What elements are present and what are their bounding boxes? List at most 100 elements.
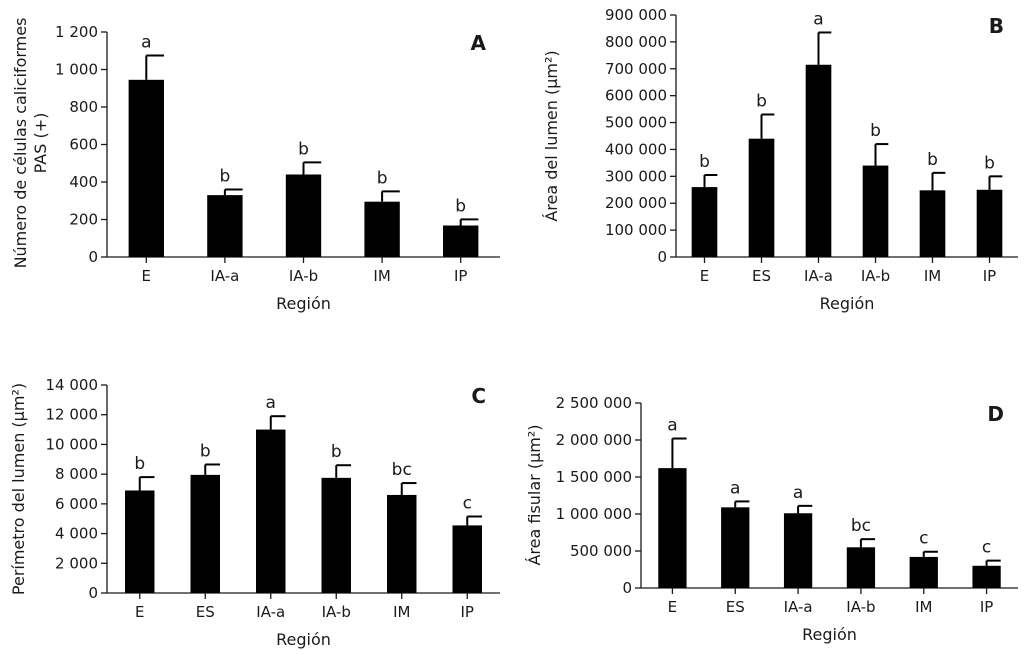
panel-d-significance-letter: a bbox=[793, 483, 803, 503]
panel-c-bar bbox=[452, 525, 482, 593]
panel-b-ytick-label: 400 000 bbox=[605, 140, 667, 158]
panel-b-xtick-label: IM bbox=[924, 267, 941, 285]
panel-a-ytick-label: 800 bbox=[69, 98, 98, 116]
panel-b-xtick-label: ES bbox=[752, 267, 771, 285]
panel-a-xtick-label: E bbox=[142, 267, 151, 285]
panel-a-y-axis-label: PAS (+) bbox=[31, 113, 50, 174]
panel-b-bar bbox=[691, 187, 718, 257]
panel-d-significance-letter: a bbox=[667, 416, 677, 436]
panel-c-bar bbox=[387, 494, 417, 593]
panel-a-bar bbox=[364, 201, 400, 257]
panel-a-bar bbox=[285, 174, 322, 257]
panel-b-significance-letter: b bbox=[699, 152, 710, 172]
panel-a-xtick-label: IM bbox=[373, 267, 390, 285]
panel-b: 0 100 000 200 000 300 000 400 000 500 000 600 … bbox=[542, 6, 1018, 313]
panel-a-significance-letter: b bbox=[455, 196, 466, 216]
panel-c-xtick-label: IM bbox=[393, 603, 410, 621]
panel-b-xtick-label: IA-b bbox=[861, 267, 890, 285]
panel-c-ytick-label: 2 000 bbox=[55, 554, 98, 572]
panel-b-y-axis-label: Área del lumen (µm²) bbox=[542, 50, 561, 221]
panel-c-ytick-label: 6 000 bbox=[55, 495, 98, 513]
panel-b-significance-letter: b bbox=[756, 91, 767, 111]
panel-d-ytick-label: 0 bbox=[622, 579, 632, 597]
panel-d-significance-letter: bc bbox=[851, 516, 871, 536]
panel-d-bar bbox=[972, 565, 1001, 588]
panel-a-xtick-label: IA-b bbox=[289, 267, 318, 285]
panel-d-bar bbox=[909, 556, 938, 588]
panel-b-ytick-label: 600 000 bbox=[605, 87, 667, 105]
panel-d-xtick-label: IP bbox=[980, 598, 993, 616]
panel-d: 0 500 000 1 000 000 1 500 000 2 000 000 2 500… bbox=[525, 394, 1018, 644]
panel-a-ytick-label: 0 bbox=[88, 248, 98, 266]
panel-b-ytick-label: 800 000 bbox=[605, 33, 667, 51]
panel-b-bar bbox=[805, 64, 832, 257]
panel-c-xtick-label: IP bbox=[461, 603, 474, 621]
panel-d-bar bbox=[721, 507, 750, 588]
panel-b-x-axis-label: Región bbox=[820, 294, 875, 313]
panel-b-xtick-label: E bbox=[700, 267, 709, 285]
panel-c-bar bbox=[256, 429, 286, 593]
panel-a-bar bbox=[207, 195, 243, 257]
panel-a-xtick-label: IA-a bbox=[210, 267, 239, 285]
panel-a-y-axis-label: Número de células caliciformes bbox=[11, 18, 30, 269]
panel-c-ytick-label: 8 000 bbox=[55, 465, 98, 483]
panel-a-ytick-label: 400 bbox=[69, 173, 98, 191]
panel-a-ytick-label: 600 bbox=[69, 136, 98, 154]
panel-d-xtick-label: IA-a bbox=[784, 598, 813, 616]
panel-a-letter: A bbox=[471, 31, 487, 55]
panel-b-significance-letter: b bbox=[870, 121, 881, 141]
panel-a-ytick-label: 1 200 bbox=[55, 23, 98, 41]
panel-b-significance-letter: b bbox=[927, 150, 938, 170]
panel-c-significance-letter: b bbox=[331, 442, 342, 462]
panel-b-ytick-label: 0 bbox=[657, 248, 667, 266]
panel-c-x-axis-label: Región bbox=[276, 630, 331, 649]
panel-c-xtick-label: E bbox=[135, 603, 144, 621]
panel-a-bar bbox=[128, 79, 164, 257]
panel-c-bar bbox=[190, 474, 220, 593]
panel-a-x-axis-label: Región bbox=[276, 294, 331, 313]
panel-b-ytick-label: 500 000 bbox=[605, 114, 667, 132]
panel-b-ytick-label: 700 000 bbox=[605, 60, 667, 78]
panel-d-bar bbox=[846, 547, 876, 588]
panel-b-ytick-label: 300 000 bbox=[605, 167, 667, 185]
panel-a-significance-letter: b bbox=[298, 139, 309, 159]
panel-a-significance-letter: b bbox=[377, 168, 388, 188]
panel-d-significance-letter: a bbox=[730, 478, 740, 498]
panel-b-bar bbox=[919, 190, 946, 257]
panel-c-ytick-label: 14 000 bbox=[46, 376, 99, 394]
panel-d-bar bbox=[783, 513, 813, 588]
panel-c-y-axis-label: Perímetro del lumen (µm²) bbox=[9, 383, 28, 595]
panel-a-ytick-label: 1 000 bbox=[55, 61, 98, 79]
panel-b-bar bbox=[748, 138, 775, 257]
panel-c-bar bbox=[321, 477, 351, 593]
panel-d-x-axis-label: Región bbox=[802, 625, 857, 644]
panel-c-letter: C bbox=[471, 384, 486, 408]
panel-d-ytick-label: 2 500 000 bbox=[556, 394, 632, 412]
panel-b-ytick-label: 900 000 bbox=[605, 6, 667, 24]
panel-b-significance-letter: b bbox=[984, 153, 995, 173]
panel-c-ytick-label: 0 bbox=[88, 584, 98, 602]
panel-c-xtick-label: IA-b bbox=[322, 603, 351, 621]
panel-c-significance-letter: bc bbox=[392, 460, 412, 480]
panel-c-bar bbox=[125, 490, 155, 593]
panel-a-bar bbox=[443, 225, 479, 257]
panel-d-xtick-label: E bbox=[668, 598, 677, 616]
panel-d-xtick-label: IA-b bbox=[846, 598, 875, 616]
panel-d-ytick-label: 1 500 000 bbox=[556, 468, 632, 486]
panel-c-significance-letter: a bbox=[266, 393, 276, 413]
panel-d-ytick-label: 1 000 000 bbox=[556, 505, 632, 523]
panel-c-significance-letter: b bbox=[134, 454, 145, 474]
panel-d-significance-letter: c bbox=[919, 529, 928, 549]
panel-c-xtick-label: IA-a bbox=[256, 603, 285, 621]
panel-a: 0 200 400 600 800 1 000 1 200 Ea IA-a b IA-b b IM b IP… bbox=[11, 18, 500, 313]
panel-b-significance-letter: a bbox=[813, 9, 823, 29]
panel-c-ytick-label: 10 000 bbox=[46, 435, 99, 453]
panel-a-xtick-label: IP bbox=[454, 267, 467, 285]
panel-b-bar bbox=[976, 189, 1003, 257]
panel-b-bar bbox=[862, 165, 889, 257]
panel-d-ytick-label: 2 000 000 bbox=[556, 431, 632, 449]
panel-c: 0 2 000 4 000 6 000 8 000 10 000 12 000 14 000 E… bbox=[9, 376, 500, 649]
panel-d-letter: D bbox=[987, 402, 1004, 426]
panel-c-xtick-label: ES bbox=[196, 603, 215, 621]
